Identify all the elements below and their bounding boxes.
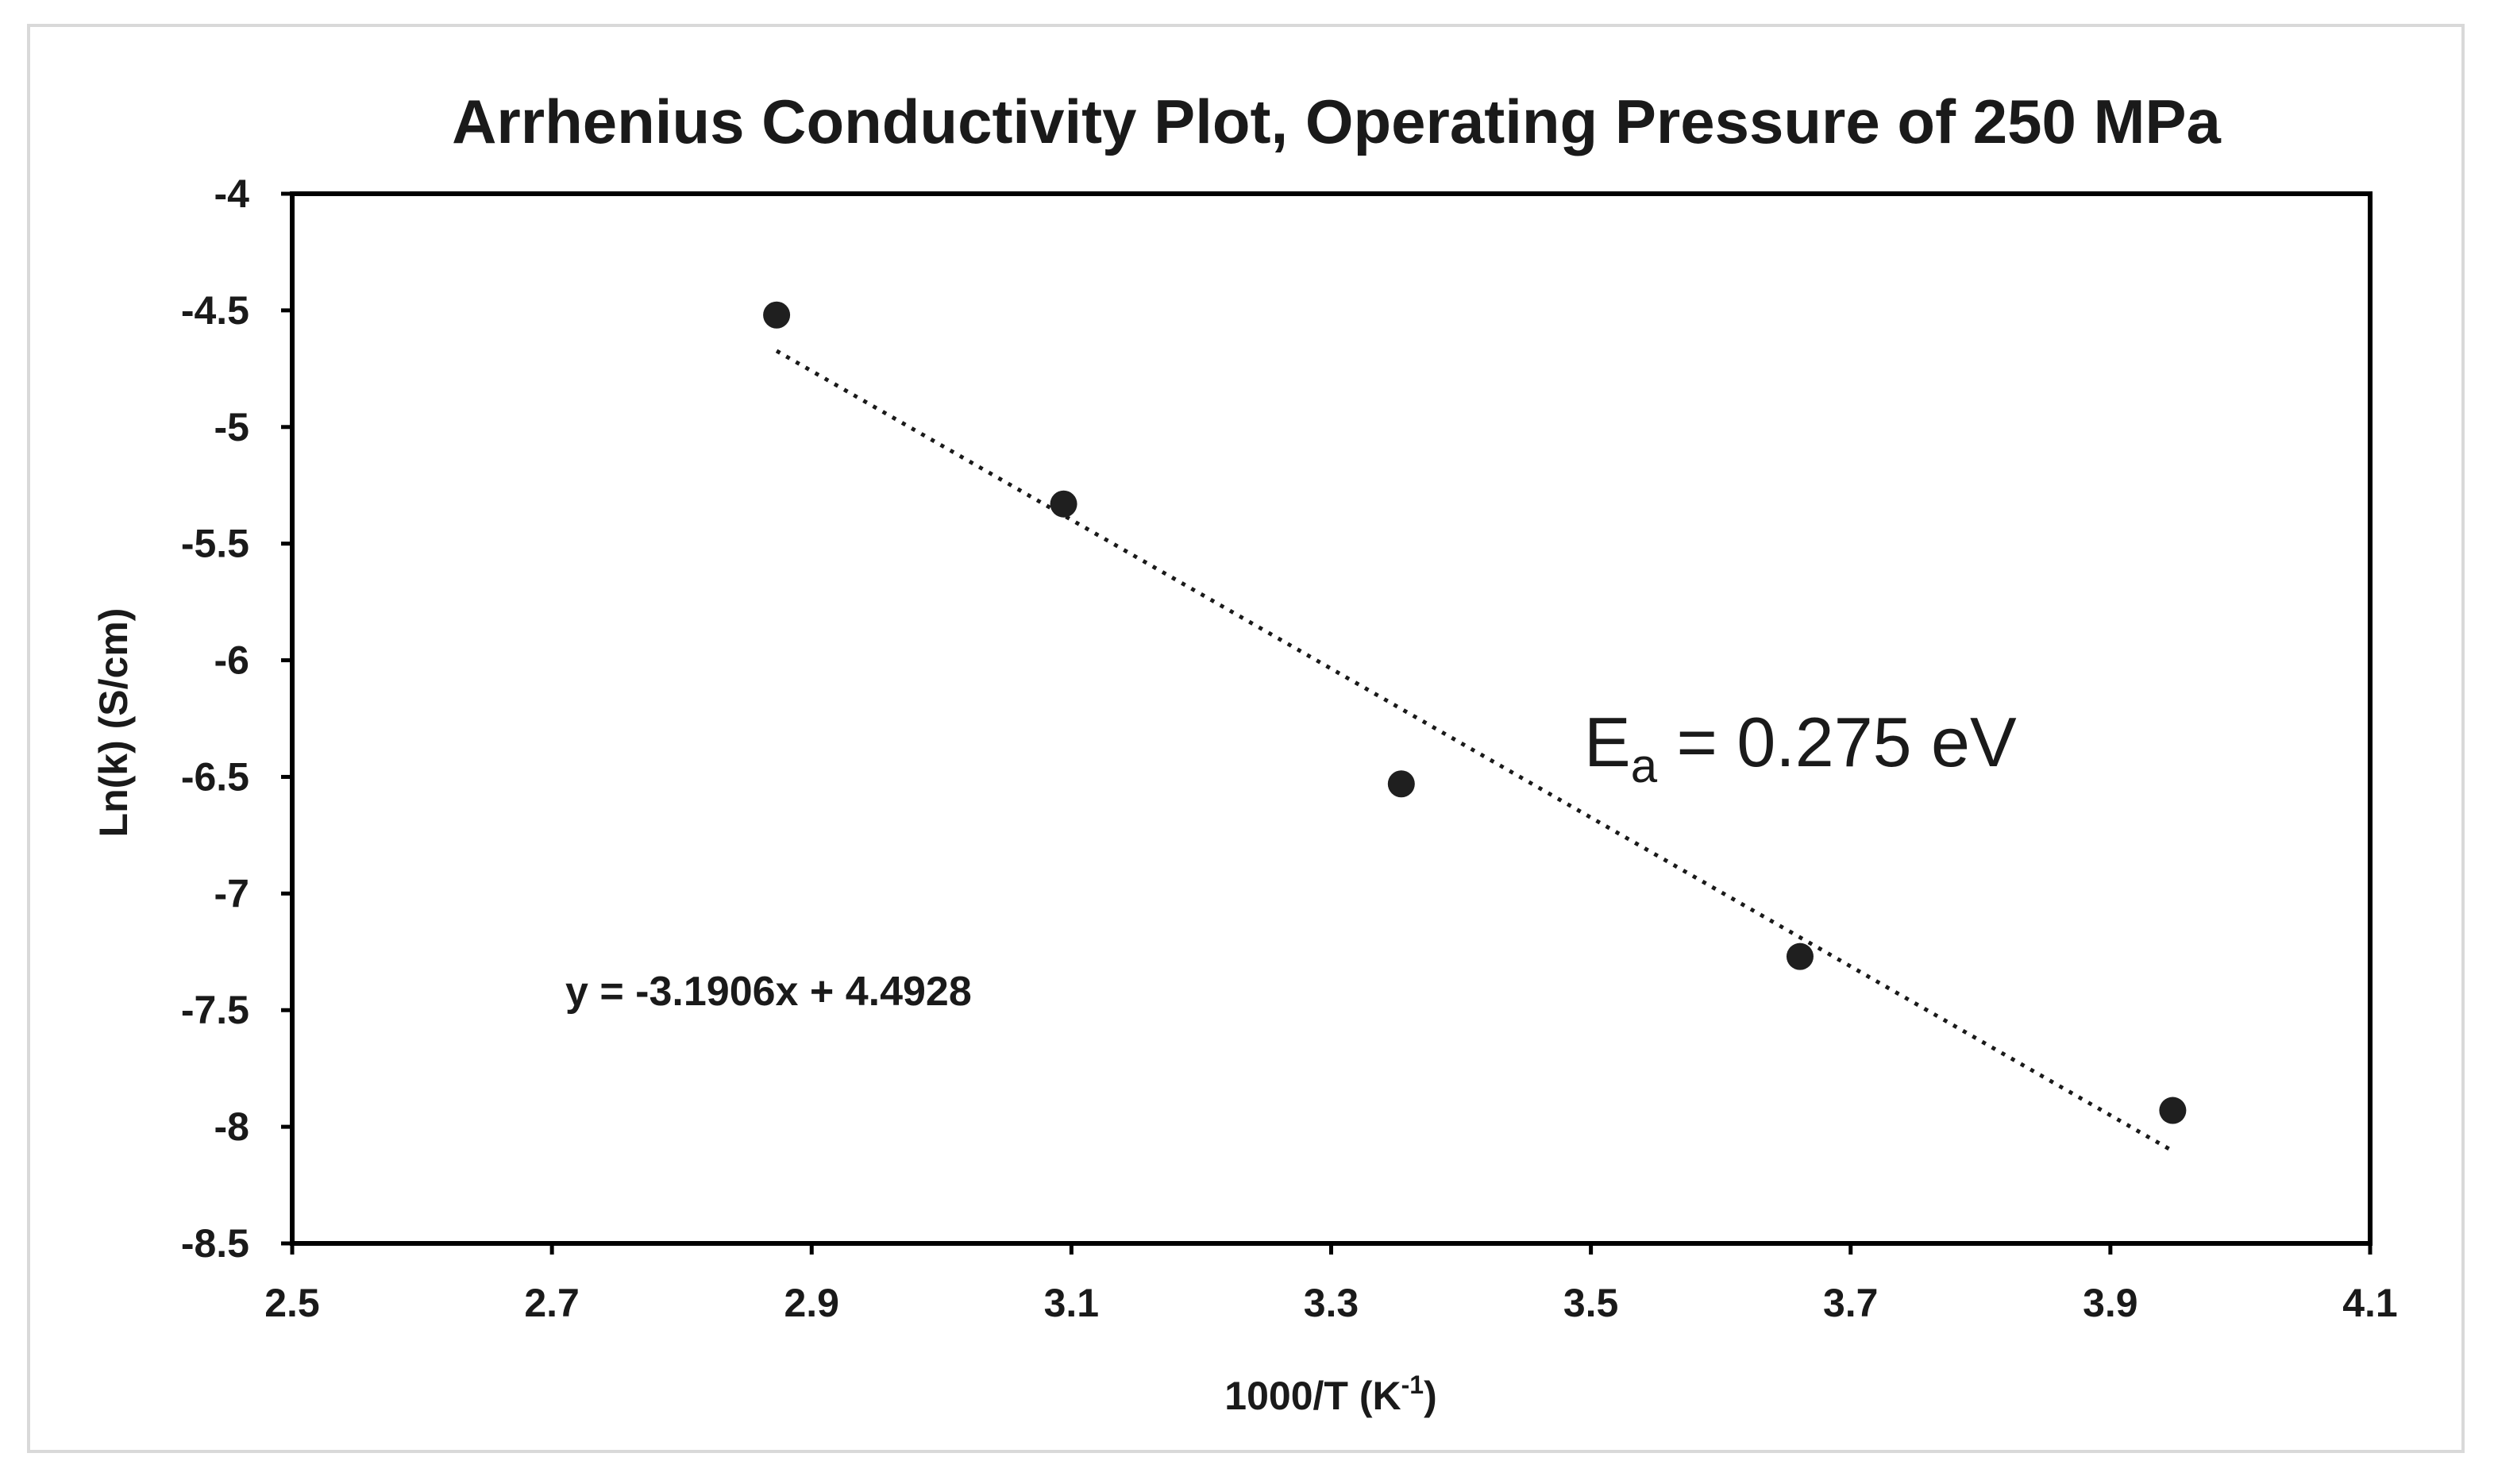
ea-main: E: [1584, 703, 1631, 781]
activation-energy-label: Ea = 0.275 eV: [1584, 703, 2017, 792]
y-tick-label: -6.5: [181, 754, 249, 799]
y-tick-label: -4: [214, 172, 250, 216]
y-axis-label: Ln(k) (S/cm): [91, 608, 136, 838]
trendline: [775, 349, 2174, 1153]
data-point: [2159, 1097, 2187, 1124]
x-axis-label-close: ): [1424, 1374, 1437, 1418]
y-tick-label: -7.5: [181, 988, 249, 1032]
data-point: [1050, 490, 1077, 518]
x-tick-label: 3.7: [1823, 1281, 1879, 1325]
x-axis-label: 1000/T (K-1): [1224, 1370, 1436, 1418]
x-tick-label: 3.1: [1044, 1281, 1100, 1325]
x-tick-label: 3.3: [1304, 1281, 1359, 1325]
plot-border: [290, 191, 2373, 1246]
data-point: [1786, 942, 1814, 970]
x-axis-ticks: 2.5 2.7 2.9 3.1 3.3 3.5 3.7 3.9 4.1: [264, 1243, 2398, 1325]
chart-title: Arrhenius Conductivity Plot, Operating P…: [452, 87, 2221, 156]
x-axis-label-main: 1000/T (K: [1224, 1374, 1401, 1418]
x-tick-label: 2.7: [524, 1281, 580, 1325]
chart-frame: [27, 24, 2465, 1453]
plot-area: [290, 191, 2373, 1246]
ea-sub: a: [1631, 739, 1658, 792]
x-tick-label: 4.1: [2342, 1281, 2398, 1325]
data-point: [1387, 770, 1415, 798]
data-point: [763, 301, 791, 329]
trendline-equation: y = -3.1906x + 4.4928: [565, 969, 972, 1015]
y-tick-label: -5: [214, 405, 249, 449]
y-tick-label: -6: [214, 638, 249, 683]
y-tick-label: -7: [214, 871, 249, 915]
y-tick-label: -8: [214, 1104, 249, 1149]
x-tick-label: 2.5: [264, 1281, 320, 1325]
ea-value: = 0.275 eV: [1657, 703, 2017, 781]
y-tick-label: -5.5: [181, 522, 249, 566]
x-tick-label: 3.5: [1563, 1281, 1619, 1325]
y-tick-label: -8.5: [181, 1221, 249, 1266]
y-tick-label: -4.5: [181, 288, 249, 333]
x-axis-label-sup: -1: [1401, 1370, 1424, 1399]
x-tick-label: 3.9: [2083, 1281, 2138, 1325]
y-axis-ticks: -4 -4.5 -5 -5.5 -6 -6.5 -7 -7.5 -8 -8.5: [181, 172, 292, 1266]
x-tick-label: 2.9: [784, 1281, 839, 1325]
